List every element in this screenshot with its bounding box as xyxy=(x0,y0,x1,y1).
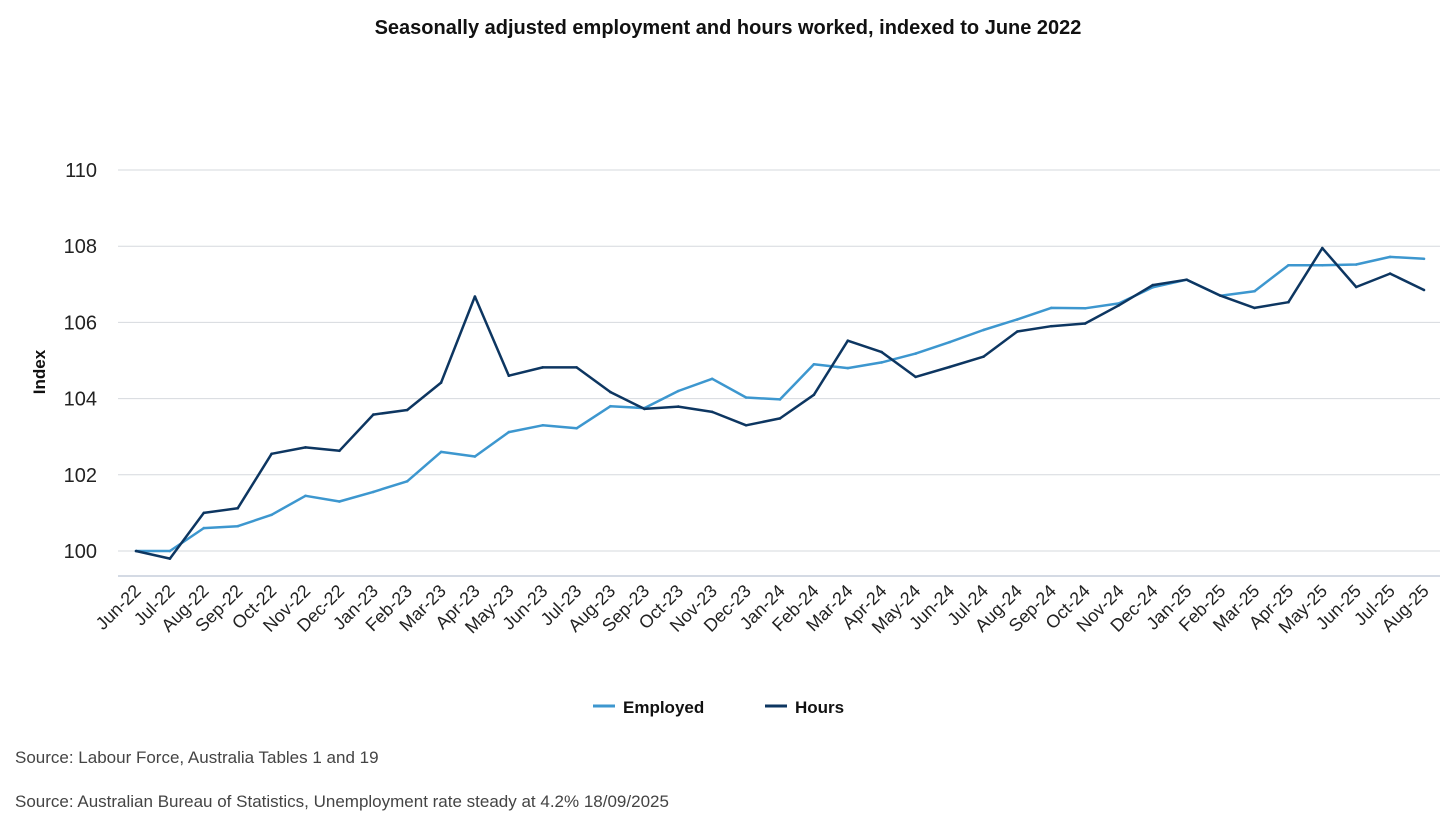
hours-point xyxy=(1354,285,1358,289)
hours-point xyxy=(1388,272,1392,275)
hours-point xyxy=(1287,300,1290,304)
employed-point xyxy=(1321,264,1324,267)
employed-point xyxy=(236,524,239,528)
hours-point xyxy=(372,413,375,416)
hours-point xyxy=(338,449,341,453)
hours-point xyxy=(304,446,307,449)
hours-point xyxy=(270,452,273,456)
employed-line xyxy=(136,255,1425,553)
hours-point xyxy=(1049,324,1053,328)
chart-area: 100 102 104 106 108 110 Jun-22Jul-22Aug-22Sep… xyxy=(30,160,1440,717)
hours-point xyxy=(914,375,917,379)
employed-point xyxy=(778,398,782,401)
hours-point xyxy=(982,355,985,359)
legend-item-hours[interactable]: Hours xyxy=(765,698,844,717)
employed-point xyxy=(1049,306,1053,310)
x-axis-ticks: Jun-22Jul-22Aug-22Sep-22Oct-22Nov-22Dec-… xyxy=(92,581,1433,638)
employed-point xyxy=(677,389,680,393)
hours-point xyxy=(1185,278,1188,282)
source-note-2: Source: Australian Bureau of Statistics,… xyxy=(15,792,669,811)
hours-point xyxy=(473,295,477,298)
hours-point xyxy=(168,557,172,560)
employed-point xyxy=(507,430,511,434)
employed-point xyxy=(1253,289,1256,293)
employed-point xyxy=(948,340,951,344)
source-note-1: Source: Labour Force, Australia Tables 1… xyxy=(15,748,379,767)
employed-point xyxy=(202,526,206,530)
hours-point xyxy=(1219,294,1222,298)
hours-point xyxy=(541,366,544,369)
grid-lines xyxy=(118,169,1440,552)
legend-label: Hours xyxy=(795,698,844,717)
employed-point xyxy=(473,455,477,458)
employed-point xyxy=(1287,264,1290,267)
employed-point xyxy=(168,549,172,553)
series-hours xyxy=(134,246,1426,560)
hours-point xyxy=(846,339,850,343)
legend: Employed Hours xyxy=(593,698,844,717)
employed-point xyxy=(812,363,816,366)
hours-point xyxy=(1253,306,1256,310)
hours-point xyxy=(1321,246,1324,250)
employed-point xyxy=(846,366,850,370)
hours-point xyxy=(643,407,646,411)
hours-point xyxy=(439,381,443,384)
hours-point xyxy=(948,365,951,369)
hours-point xyxy=(202,511,206,515)
hours-point xyxy=(134,549,138,553)
y-tick-label: 110 xyxy=(65,160,97,182)
employed-point xyxy=(372,490,375,494)
legend-label: Employed xyxy=(623,698,704,717)
employed-point xyxy=(609,404,612,408)
hours-point xyxy=(405,408,409,412)
chart-title: Seasonally adjusted employment and hours… xyxy=(374,17,1082,39)
employed-point xyxy=(1083,307,1087,310)
employed-point xyxy=(304,494,307,498)
hours-point xyxy=(880,350,883,354)
employed-point xyxy=(982,328,985,332)
hours-point xyxy=(507,374,511,378)
hours-point xyxy=(609,390,612,394)
employed-point xyxy=(914,352,917,355)
hours-point xyxy=(812,393,816,397)
y-tick-label: 106 xyxy=(64,312,97,334)
y-tick-label: 104 xyxy=(64,389,97,411)
hours-point xyxy=(778,417,782,420)
hours-point xyxy=(744,424,748,427)
employed-point xyxy=(439,450,443,454)
hours-point xyxy=(710,410,714,414)
y-axis-ticks: 100 102 104 106 108 110 xyxy=(64,160,97,563)
hours-point xyxy=(1422,288,1426,292)
employed-point xyxy=(541,424,544,427)
hours-point xyxy=(575,366,578,369)
employed-point xyxy=(405,480,409,483)
hours-point xyxy=(1117,304,1121,307)
employed-point xyxy=(1354,263,1358,266)
hours-point xyxy=(236,507,239,510)
hours-point xyxy=(1016,330,1019,333)
employed-point xyxy=(575,427,578,430)
employed-point xyxy=(1016,318,1019,321)
employed-point xyxy=(710,377,714,381)
employed-point xyxy=(338,500,341,503)
y-axis-title: Index xyxy=(30,349,49,394)
hours-point xyxy=(1151,283,1155,287)
hours-point xyxy=(677,405,680,408)
employed-point xyxy=(270,513,273,517)
series-group xyxy=(134,246,1426,560)
employed-point xyxy=(1388,255,1392,259)
legend-item-employed[interactable]: Employed xyxy=(593,698,704,717)
hours-point xyxy=(1083,322,1087,325)
y-tick-label: 108 xyxy=(64,236,97,258)
employed-point xyxy=(1422,257,1426,261)
employed-point xyxy=(880,361,883,364)
employed-point xyxy=(744,396,748,399)
y-tick-label: 102 xyxy=(64,465,97,487)
y-tick-label: 100 xyxy=(64,541,97,563)
